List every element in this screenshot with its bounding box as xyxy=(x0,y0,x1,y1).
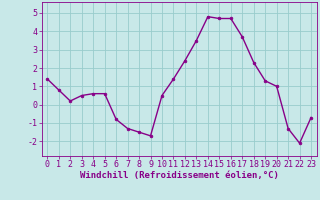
X-axis label: Windchill (Refroidissement éolien,°C): Windchill (Refroidissement éolien,°C) xyxy=(80,171,279,180)
